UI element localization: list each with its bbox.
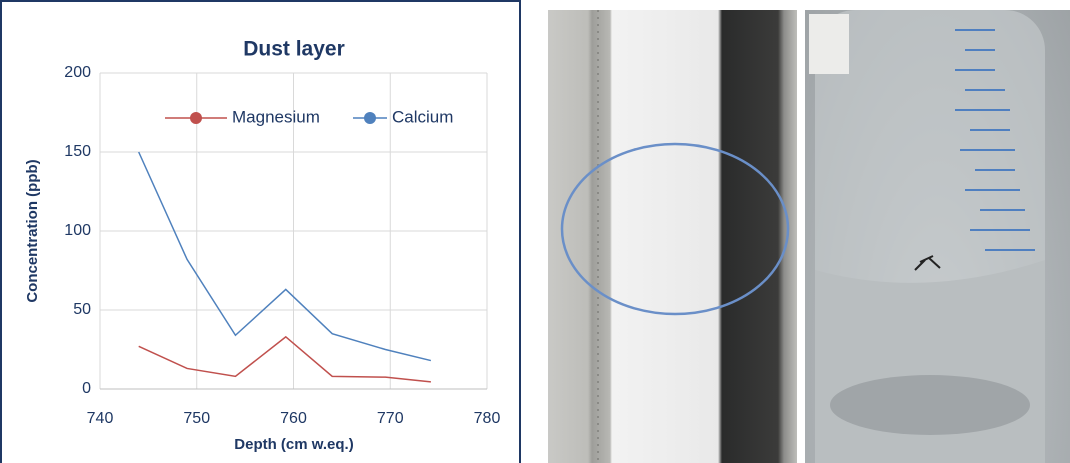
y-tick-label: 200 xyxy=(64,64,91,81)
chart-title: Dust layer xyxy=(243,38,345,61)
y-tick-label: 100 xyxy=(64,222,91,239)
x-axis-label: Depth (cm w.eq.) xyxy=(234,436,353,453)
y-tick-label: 150 xyxy=(64,143,91,160)
legend-swatch-marker xyxy=(364,112,376,124)
photo-sample-tube xyxy=(805,10,1070,463)
x-tick-label: 750 xyxy=(183,410,210,427)
x-tick-label: 770 xyxy=(377,410,404,427)
label-sticker xyxy=(809,14,849,74)
tube-bottom xyxy=(830,375,1030,435)
highlight-ellipse xyxy=(562,144,788,314)
y-axis-label: Concentration (ppb) xyxy=(24,159,41,302)
photo-ice-core xyxy=(548,10,797,463)
y-tick-label: 0 xyxy=(82,380,91,397)
x-tick-label: 740 xyxy=(87,410,114,427)
photo-overlay xyxy=(805,10,1070,463)
page: Dust layer Depth (cm w.eq.) Concentratio… xyxy=(0,0,1070,463)
x-tick-label: 780 xyxy=(474,410,501,427)
chart: Dust layer Depth (cm w.eq.) Concentratio… xyxy=(0,0,522,463)
photo-overlay xyxy=(548,10,797,463)
legend-label: Calcium xyxy=(392,107,453,126)
x-tick-label: 760 xyxy=(280,410,307,427)
legend-swatch-marker xyxy=(190,112,202,124)
legend-label: Magnesium xyxy=(232,107,320,126)
y-tick-label: 50 xyxy=(73,301,91,318)
